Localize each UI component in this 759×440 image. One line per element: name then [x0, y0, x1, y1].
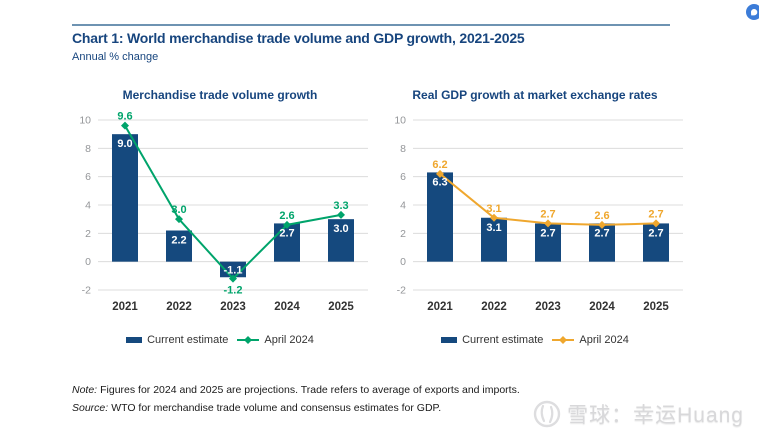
legend-label: Current estimate	[147, 334, 229, 346]
legend-label: April 2024	[264, 334, 314, 346]
legend-label: Current estimate	[462, 334, 544, 346]
line-value-label: 2.7	[648, 208, 663, 220]
bar-value-label: 2.2	[171, 235, 186, 247]
y-tick-label: 4	[400, 200, 406, 212]
gdp-growth-chart: Real GDP growth at market exchange rates…	[385, 88, 685, 346]
source-line: Source: WTO for merchandise trade volume …	[72, 399, 520, 417]
line-value-label: 3.3	[333, 200, 348, 212]
bar-value-label: 3.1	[486, 222, 501, 234]
bar-value-label: 2.7	[279, 227, 294, 239]
bar	[427, 172, 453, 262]
y-tick-label: 8	[85, 143, 91, 155]
merchandise-chart-plot: 10 8 6 4 2 0 -2 2021 2022 2023 2024 2025 9.0 2.2 -1.1 2…	[79, 111, 368, 313]
chart-title: Merchandise trade volume growth	[122, 88, 318, 102]
line-value-label: -1.2	[224, 285, 243, 297]
line-marker	[229, 274, 237, 283]
y-tick-label: 0	[85, 256, 91, 268]
line-marker	[436, 169, 444, 178]
y-tick-label: 6	[85, 171, 91, 183]
page-title: Chart 1: World merchandise trade volume …	[72, 30, 525, 46]
legend-item-april-2024: April 2024	[552, 334, 629, 346]
snowball-logo-icon	[533, 400, 561, 428]
line-marker	[544, 219, 552, 228]
bar-value-label: 2.7	[648, 227, 663, 239]
y-tick-label: -2	[82, 285, 91, 297]
y-tick-label: 10	[79, 115, 91, 127]
bar	[328, 219, 354, 262]
line-swatch-icon	[552, 335, 575, 345]
bar	[589, 223, 615, 262]
line-marker	[652, 219, 660, 228]
y-tick-label: -2	[397, 285, 406, 297]
bar-value-label: 9.0	[117, 138, 132, 150]
legend: Current estimate April 2024	[385, 334, 685, 346]
line-marker	[121, 121, 129, 130]
footnotes: Note: Figures for 2024 and 2025 are proje…	[72, 381, 520, 417]
watermark-text: 雪球：幸运Huang	[567, 404, 744, 427]
y-tick-label: 4	[85, 200, 91, 212]
line-value-label: 9.6	[117, 111, 132, 123]
x-tick-label: 2021	[112, 301, 138, 313]
bar-swatch-icon	[441, 337, 458, 343]
x-tick-label: 2021	[427, 301, 453, 313]
x-tick-label: 2022	[481, 301, 507, 313]
bar-value-label: 3.0	[333, 223, 348, 235]
x-tick-label: 2025	[328, 301, 354, 313]
xueqiu-watermark: 雪球：幸运Huang	[533, 399, 744, 429]
page-subtitle: Annual % change	[72, 51, 159, 63]
x-tick-label: 2023	[535, 301, 561, 313]
bar	[166, 230, 192, 262]
note-text: Figures for 2024 and 2025 are projection…	[100, 384, 520, 396]
line-marker	[337, 210, 345, 219]
badge-glyph-icon	[750, 9, 758, 16]
y-tick-label: 0	[400, 256, 406, 268]
x-tick-label: 2024	[589, 301, 615, 313]
line-swatch-icon	[237, 335, 260, 345]
line-marker	[598, 220, 606, 229]
bar	[112, 134, 138, 262]
chart-title: Real GDP growth at market exchange rates	[412, 88, 658, 102]
y-tick-label: 6	[400, 171, 406, 183]
y-tick-label: 2	[400, 228, 406, 240]
note-line: Note: Figures for 2024 and 2025 are proje…	[72, 381, 520, 399]
merchandise-trade-chart: Merchandise trade volume growth 10 8 6 4 2 0 -…	[70, 88, 370, 346]
legend-item-current-estimate: Current estimate	[126, 334, 228, 346]
line-marker	[490, 213, 498, 222]
line-value-label: 3.1	[486, 203, 501, 215]
bar-value-label: 2.7	[540, 227, 555, 239]
line-value-label: 2.6	[594, 210, 609, 222]
bar	[274, 223, 300, 262]
bar-value-label: 6.3	[432, 176, 447, 188]
x-tick-label: 2024	[274, 301, 300, 313]
legend-item-current-estimate: Current estimate	[441, 334, 543, 346]
x-tick-label: 2025	[643, 301, 669, 313]
bar	[481, 217, 507, 262]
bar	[535, 223, 561, 262]
y-tick-label: 2	[85, 228, 91, 240]
legend-label: April 2024	[579, 334, 629, 346]
bar-value-label: 2.7	[594, 227, 609, 239]
y-tick-label: 10	[394, 115, 406, 127]
app-badge-icon[interactable]	[746, 4, 759, 20]
line-marker	[175, 215, 183, 224]
line-marker	[283, 220, 291, 229]
legend: Current estimate April 2024	[70, 334, 370, 346]
source-text: WTO for merchandise trade volume and con…	[111, 402, 442, 414]
legend-item-april-2024: April 2024	[237, 334, 314, 346]
line-value-label: 2.6	[279, 210, 294, 222]
line-value-label: 3.0	[171, 204, 186, 216]
title-rule	[72, 24, 670, 26]
y-tick-label: 8	[400, 143, 406, 155]
line-value-label: 2.7	[540, 208, 555, 220]
source-label: Source:	[72, 402, 109, 414]
gdp-chart-plot: 10 8 6 4 2 0 -2 2021 2022 2023 2024 2025 6.3 3.1 2.7 2.…	[394, 115, 683, 313]
bar	[643, 223, 669, 262]
bar-value-label: -1.1	[224, 264, 243, 276]
x-tick-label: 2022	[166, 301, 192, 313]
note-label: Note:	[72, 384, 98, 396]
bar-swatch-icon	[126, 337, 143, 343]
x-tick-label: 2023	[220, 301, 246, 313]
line-value-label: 6.2	[432, 159, 447, 171]
